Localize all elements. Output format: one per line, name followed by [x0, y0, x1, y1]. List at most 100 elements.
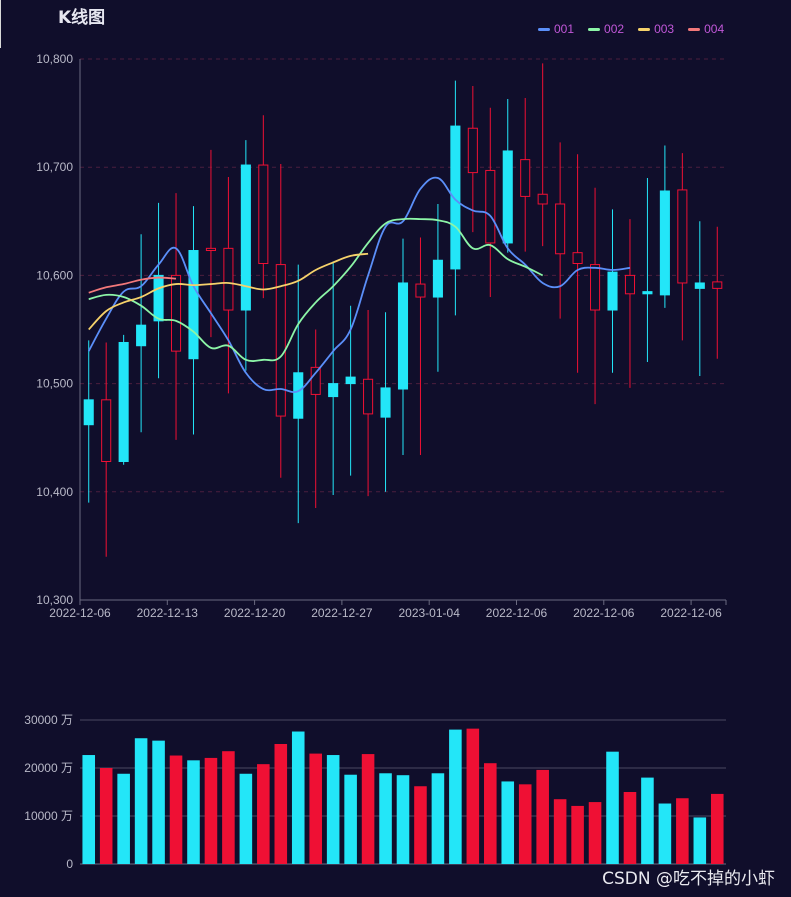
- kline-x-tick-label: 2022-12-20: [224, 606, 286, 620]
- kline-y-tick-label: 10,500: [36, 377, 73, 391]
- volume-bar-up: [152, 740, 165, 864]
- kline-x-tick-label: 2022-12-06: [49, 606, 111, 620]
- candle-down: [415, 237, 426, 456]
- candle-up: [328, 261, 339, 496]
- candle-body: [642, 291, 653, 295]
- candle-body: [118, 341, 129, 463]
- candle-body: [310, 366, 321, 395]
- candle-down: [205, 149, 216, 338]
- candle-down: [590, 187, 601, 405]
- candle-body: [240, 164, 251, 311]
- candle-body: [136, 324, 147, 347]
- volume-bar-down: [676, 798, 689, 864]
- candle-up: [659, 145, 670, 308]
- candle-body: [467, 127, 478, 174]
- volume-bar-down: [257, 764, 270, 864]
- candle-body: [83, 399, 94, 426]
- volume-bar-down: [99, 768, 113, 864]
- volume-bar-down: [553, 799, 567, 864]
- candle-down: [677, 153, 688, 341]
- kline-x-tick-label: 2022-12-06: [573, 606, 635, 620]
- volume-bar-down: [309, 753, 322, 864]
- volume-bar-up: [134, 738, 148, 864]
- volume-bar-up: [117, 773, 130, 864]
- ma-line-004: [88, 276, 177, 294]
- volume-bar-up: [501, 781, 515, 864]
- candle-body: [555, 203, 566, 255]
- volume-bar-down: [222, 751, 235, 864]
- kline-x-tick-label: 2022-12-06: [660, 606, 722, 620]
- volume-bar-up: [326, 755, 340, 864]
- chart-title: K线图: [58, 8, 106, 28]
- candle-down: [310, 329, 321, 509]
- candle-up: [502, 99, 513, 253]
- volume-bar-down: [571, 805, 584, 864]
- kline-y-tick-label: 10,300: [36, 593, 73, 607]
- candle-up: [83, 340, 94, 503]
- kline-x-tick-label: 2022-12-27: [311, 606, 373, 620]
- volume-bar-up: [344, 774, 357, 864]
- candle-body: [607, 271, 618, 311]
- candle-down: [624, 219, 636, 388]
- candle-body: [450, 125, 461, 270]
- volume-bar-down: [623, 792, 637, 864]
- volume-bar-up: [82, 755, 96, 864]
- legend-label: 001: [554, 22, 575, 36]
- candle-body: [275, 264, 286, 417]
- candle-up: [397, 238, 409, 456]
- candle-body: [572, 252, 583, 264]
- volume-bar-down: [414, 786, 427, 864]
- candle-down: [520, 97, 531, 252]
- legend-label: 003: [654, 22, 675, 36]
- candle-body: [590, 264, 601, 311]
- volume-bar-up: [239, 773, 253, 864]
- candle-body: [415, 283, 426, 298]
- volume-bar-down: [204, 757, 218, 864]
- candle-body: [170, 274, 182, 352]
- volume-bar-down: [518, 784, 532, 864]
- kline-y-tick-label: 10,600: [36, 268, 73, 282]
- volume-bar-down: [169, 755, 183, 864]
- kline-axes: 10,300 10,400 10,500 10,600 10,700 10,800 2022…: [36, 52, 727, 620]
- window-edge: [0, 0, 1, 48]
- legend-item-003[interactable]: 003: [638, 22, 674, 36]
- candle-up: [188, 206, 199, 435]
- volume-bar-down: [466, 728, 480, 864]
- candle-up: [642, 178, 653, 362]
- candle-body: [485, 169, 496, 244]
- volume-bar-down: [274, 744, 288, 864]
- candle-up: [293, 264, 304, 524]
- volume-bar-down: [710, 793, 724, 864]
- candle-down: [537, 63, 548, 247]
- candle-down: [555, 142, 566, 319]
- candle-body: [380, 387, 391, 418]
- legend-item-001[interactable]: 001: [538, 22, 574, 36]
- legend-item-004[interactable]: 004: [688, 22, 724, 36]
- volume-axes: 0 10000 万 20000 万 30000 万: [24, 713, 73, 871]
- legend-item-002[interactable]: 002: [588, 22, 624, 36]
- candle-body: [677, 189, 688, 284]
- candle-down: [101, 342, 112, 557]
- ma-line-003: [88, 252, 369, 331]
- candle-body: [659, 190, 670, 296]
- candle-up: [450, 80, 461, 316]
- legend-label: 002: [604, 22, 625, 36]
- volume-bar-up: [291, 731, 305, 864]
- volume-y-tick-label: 10000 万: [24, 809, 73, 823]
- legend-swatch-icon: [688, 27, 701, 31]
- volume-bar-up: [449, 729, 462, 864]
- candle-body: [205, 247, 216, 252]
- volume-y-tick-label: 20000 万: [24, 761, 73, 775]
- candle-body: [712, 281, 723, 289]
- candle-down: [258, 115, 269, 299]
- candle-body: [520, 159, 531, 197]
- candle-up: [380, 312, 391, 492]
- volume-bar-up: [431, 773, 445, 864]
- candle-up: [118, 334, 129, 465]
- volume-bars: [82, 728, 724, 864]
- candle-body: [153, 274, 164, 322]
- legend-swatch-icon: [538, 27, 550, 31]
- candle-body: [502, 150, 513, 244]
